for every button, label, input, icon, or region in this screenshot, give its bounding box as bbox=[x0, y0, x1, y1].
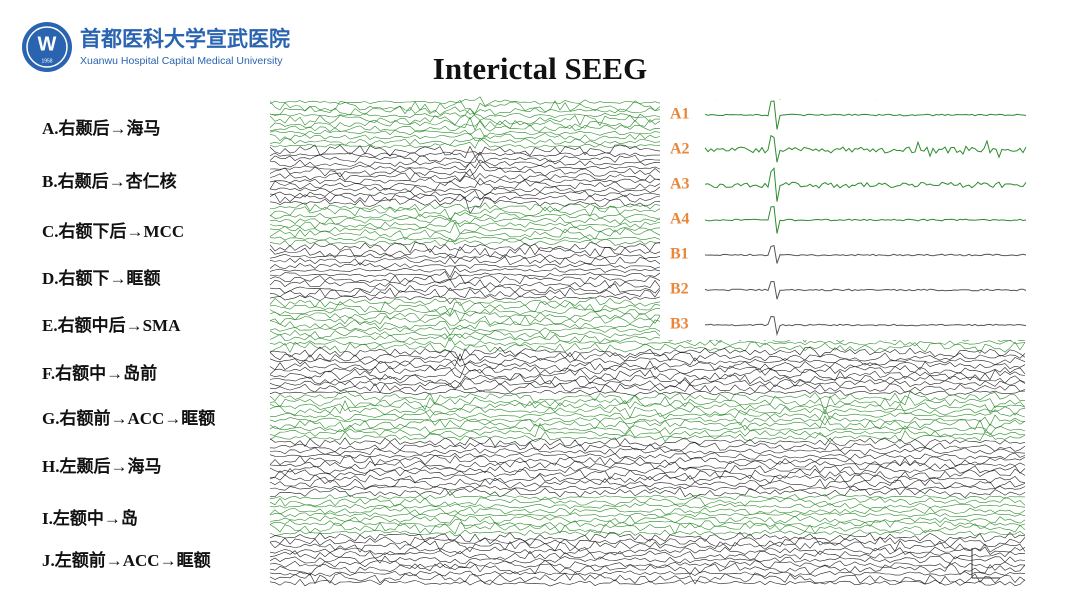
eeg-trace bbox=[269, 485, 1026, 492]
eeg-trace bbox=[269, 408, 1026, 422]
logo bbox=[22, 22, 72, 72]
eeg-trace bbox=[269, 460, 1026, 470]
eeg-trace bbox=[269, 474, 1026, 484]
region-label: B.右颞后→杏仁核 bbox=[42, 171, 177, 191]
eeg-trace bbox=[269, 382, 1026, 393]
eeg-trace bbox=[269, 373, 1026, 385]
eeg-trace bbox=[269, 518, 1026, 529]
eeg-trace bbox=[269, 341, 1026, 354]
eeg-trace bbox=[269, 546, 1026, 556]
eeg-trace bbox=[269, 400, 1026, 419]
eeg-trace bbox=[269, 578, 1026, 587]
logo-year: 1958 bbox=[41, 58, 52, 64]
eeg-trace bbox=[269, 365, 1026, 379]
eeg-trace bbox=[269, 414, 1026, 427]
eeg-trace bbox=[269, 350, 1026, 362]
eeg-trace bbox=[269, 562, 1026, 576]
eeg-trace bbox=[269, 540, 1026, 553]
eeg-trace bbox=[269, 536, 1026, 548]
eeg-trace bbox=[269, 423, 1026, 436]
slide-title: Interictal SEEG bbox=[433, 51, 647, 86]
eeg-trace bbox=[269, 400, 1026, 414]
inset-trace bbox=[704, 134, 1027, 163]
eeg-trace bbox=[269, 359, 1026, 372]
channel-label: A4 bbox=[670, 211, 690, 228]
inset-trace bbox=[705, 315, 1027, 337]
hospital-name: 首都医科大学宣武医院 bbox=[80, 27, 290, 51]
eeg-trace bbox=[269, 395, 1026, 415]
eeg-trace bbox=[269, 389, 1026, 396]
eeg-trace bbox=[269, 496, 1026, 507]
eeg-trace bbox=[269, 464, 1026, 475]
channel-label: B3 bbox=[670, 316, 689, 333]
region-label: F.右额中→岛前 bbox=[42, 363, 157, 383]
eeg-trace bbox=[269, 490, 1026, 501]
logo-ring bbox=[26, 26, 68, 68]
eeg-trace bbox=[269, 447, 1026, 456]
eeg-trace bbox=[269, 521, 1026, 535]
hospital-subtitle: Xuanwu Hospital Capital Medical Universi… bbox=[80, 55, 283, 67]
eeg-trace bbox=[270, 346, 1026, 362]
eeg-trace bbox=[269, 550, 1026, 561]
eeg-trace bbox=[269, 560, 1026, 569]
eeg-trace bbox=[269, 570, 1026, 577]
eeg-trace bbox=[269, 353, 1026, 367]
inset-trace bbox=[704, 206, 1027, 234]
eeg-trace bbox=[269, 415, 1026, 433]
eeg-trace bbox=[269, 555, 1026, 564]
inset-traces bbox=[704, 100, 1027, 337]
eeg-trace bbox=[269, 515, 1026, 524]
eeg-trace bbox=[269, 529, 1026, 537]
region-label: J.左额前→ACC→眶额 bbox=[42, 550, 211, 570]
eeg-trace bbox=[269, 510, 1026, 518]
channel-label: A2 bbox=[670, 141, 690, 158]
eeg-trace bbox=[269, 487, 1026, 499]
eeg-trace bbox=[269, 437, 1026, 448]
eeg-trace bbox=[269, 367, 1026, 382]
eeg-trace bbox=[269, 378, 1026, 389]
eeg-trace bbox=[269, 572, 1026, 585]
channel-label: B2 bbox=[670, 281, 689, 298]
region-label: H.左颞后→海马 bbox=[42, 456, 161, 476]
inset-trace bbox=[704, 167, 1027, 202]
inset-trace bbox=[704, 244, 1027, 264]
eeg-trace bbox=[269, 477, 1026, 490]
eeg-trace bbox=[269, 430, 1026, 443]
logo-mark: W bbox=[38, 33, 57, 55]
channel-label: A3 bbox=[670, 176, 690, 193]
eeg-trace bbox=[269, 336, 1026, 348]
region-label: A.右颞后→海马 bbox=[42, 118, 161, 138]
region-label: E.右额中后→SMA bbox=[42, 315, 181, 335]
eeg-trace bbox=[269, 389, 1026, 406]
inset-trace bbox=[704, 281, 1027, 300]
eeg-trace bbox=[269, 452, 1026, 460]
region-label: I.左额中→岛 bbox=[42, 508, 138, 528]
eeg-trace bbox=[269, 441, 1026, 453]
region-label: C.右额下后→MCC bbox=[42, 221, 184, 241]
eeg-trace bbox=[269, 422, 1026, 443]
eeg-trace bbox=[269, 501, 1026, 509]
region-label: D.右额下→眶额 bbox=[42, 268, 161, 288]
eeg-trace bbox=[269, 506, 1026, 516]
channel-label: A1 bbox=[670, 106, 690, 123]
region-label: G.右额前→ACC→眶额 bbox=[42, 408, 215, 428]
channel-label: B1 bbox=[670, 246, 689, 263]
eeg-trace bbox=[269, 531, 1026, 543]
inset-trace bbox=[704, 100, 1027, 130]
